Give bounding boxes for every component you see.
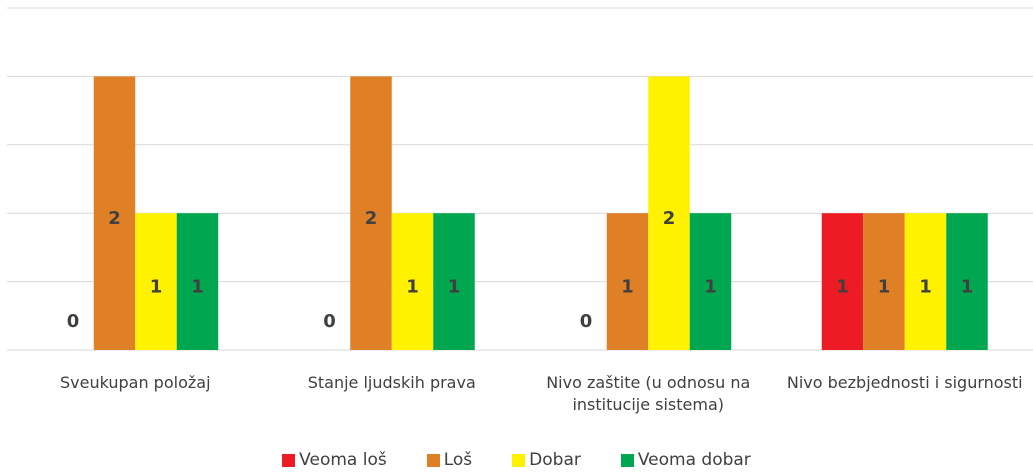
bar — [689, 213, 732, 350]
bar — [176, 213, 219, 350]
data-label: 1 — [406, 277, 419, 298]
data-label: 1 — [621, 277, 634, 298]
legend-item: Veoma loš — [282, 450, 387, 470]
legend-swatch — [426, 453, 440, 467]
data-label: 1 — [919, 277, 932, 298]
bar — [391, 213, 434, 350]
bar — [350, 76, 392, 351]
data-label: 1 — [878, 277, 891, 298]
bar — [93, 76, 136, 351]
data-label: 1 — [448, 277, 461, 298]
legend-item: Dobar — [512, 450, 581, 470]
x-tick-label: Sveukupan položaj — [59, 373, 211, 392]
legend-label: Loš — [443, 450, 473, 470]
data-label: 1 — [191, 277, 204, 298]
data-label: 2 — [365, 208, 378, 229]
bar — [433, 213, 475, 350]
data-label: 0 — [323, 311, 336, 332]
bar — [135, 213, 177, 350]
data-label: 2 — [108, 208, 121, 229]
bar — [821, 213, 864, 350]
data-label: 2 — [663, 208, 676, 229]
legend-label: Veoma loš — [299, 450, 387, 470]
legend-item: Veoma dobar — [620, 450, 751, 470]
x-tick-label: Stanje ljudskih prava — [307, 373, 476, 392]
legend-label: Dobar — [529, 450, 581, 470]
data-label: 1 — [836, 277, 849, 298]
bar — [863, 213, 905, 350]
data-label: 1 — [961, 277, 974, 298]
data-label: 1 — [704, 277, 717, 298]
bar — [904, 213, 947, 350]
data-label: 0 — [580, 311, 593, 332]
legend-label: Veoma dobar — [637, 450, 751, 470]
x-tick-label: Nivo bezbjednosti i sigurnosti — [786, 373, 1023, 392]
bar — [648, 76, 690, 351]
bar — [946, 213, 988, 350]
legend-swatch — [512, 453, 526, 467]
data-label: 1 — [150, 277, 163, 298]
legend-item: Loš — [426, 450, 473, 470]
legend-swatch — [620, 453, 634, 467]
x-tick-label: Nivo zaštite (u odnosu na institucije si… — [546, 373, 751, 414]
bar — [606, 213, 649, 350]
data-label: 0 — [67, 311, 80, 332]
legend: Veoma loš Loš Dobar Veoma dobar — [0, 450, 1033, 470]
legend-swatch — [282, 453, 296, 467]
